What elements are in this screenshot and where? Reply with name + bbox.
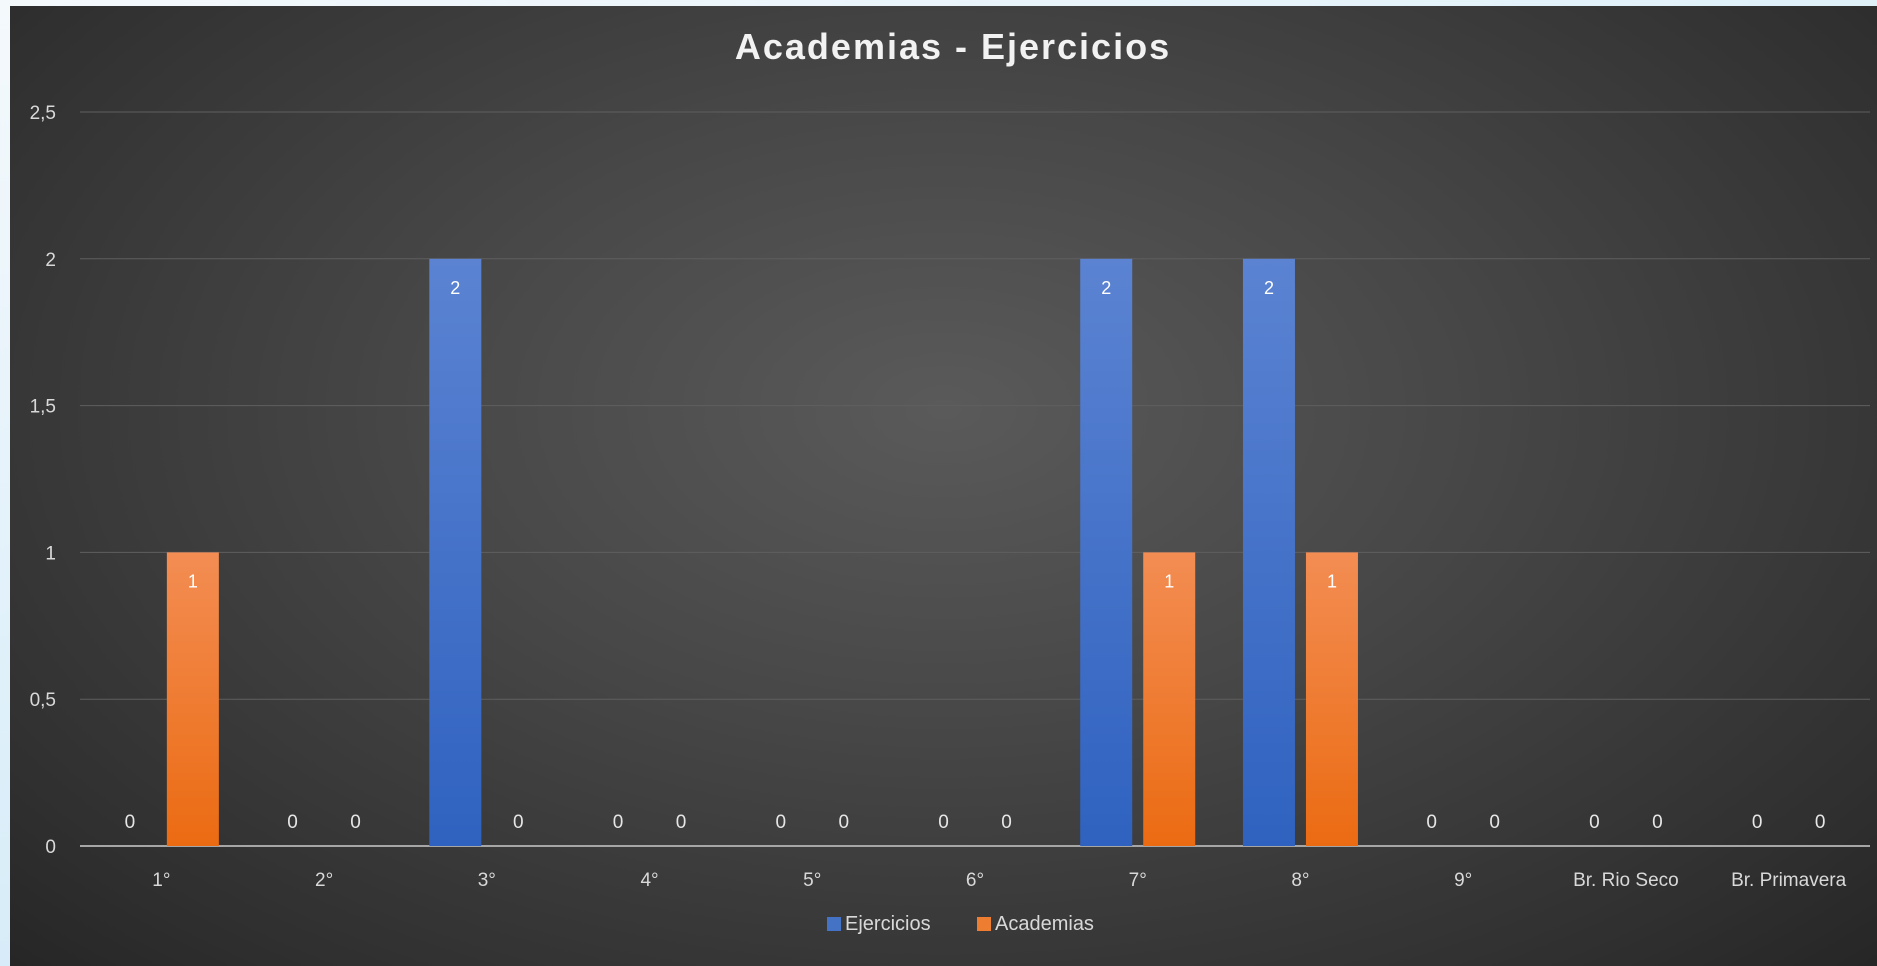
x-tick-label: 3° bbox=[478, 870, 496, 891]
data-label: 0 bbox=[1001, 812, 1012, 833]
data-label: 0 bbox=[125, 812, 136, 833]
legend-item-ejercicios[interactable]: Ejercicios bbox=[827, 913, 931, 935]
bar-ejercicios-2[interactable] bbox=[429, 258, 482, 846]
x-tick-label: 5° bbox=[803, 870, 821, 891]
x-axis: 1° 2° 3° 4° 5° 6° 7° 8° 9° Br. Rio Seco Br. Primav… bbox=[152, 870, 1846, 891]
bar-ejercicios-7[interactable] bbox=[1242, 258, 1295, 846]
legend[interactable]: Ejercicios Academias bbox=[827, 913, 1094, 935]
data-label: 0 bbox=[350, 812, 361, 833]
bar-academias-6[interactable] bbox=[1143, 552, 1196, 846]
data-label: 0 bbox=[1489, 812, 1500, 833]
bar-chart: Academias - Ejercicios 00,511,522,5 010 0… bbox=[30, 26, 1870, 935]
data-label: 0 bbox=[838, 812, 849, 833]
legend-label: Academias bbox=[995, 913, 1094, 935]
data-label: 0 bbox=[676, 812, 687, 833]
data-label: 2 bbox=[1101, 278, 1111, 298]
bars bbox=[166, 258, 1358, 846]
gridlines bbox=[80, 111, 1870, 847]
data-label: 0 bbox=[513, 812, 524, 833]
y-tick-label: 1 bbox=[45, 543, 56, 564]
y-tick-label: 2 bbox=[45, 250, 56, 271]
x-tick-label: 8° bbox=[1291, 870, 1309, 891]
data-label: 0 bbox=[1426, 812, 1437, 833]
x-tick-label: Br. Primavera bbox=[1731, 870, 1847, 891]
data-label: 0 bbox=[1652, 812, 1663, 833]
y-tick-label: 1,5 bbox=[30, 397, 56, 418]
data-label: 1 bbox=[188, 571, 198, 591]
y-tick-label: 0,5 bbox=[30, 690, 56, 711]
x-tick-label: 9° bbox=[1454, 870, 1472, 891]
x-tick-label: 6° bbox=[966, 870, 984, 891]
bar-ejercicios-6[interactable] bbox=[1080, 258, 1133, 846]
data-label: 0 bbox=[775, 812, 786, 833]
bar-academias-0[interactable] bbox=[166, 552, 219, 846]
data-label: 2 bbox=[450, 278, 460, 298]
data-label: 1 bbox=[1327, 571, 1337, 591]
x-tick-label: 4° bbox=[640, 870, 658, 891]
legend-item-academias[interactable]: Academias bbox=[977, 913, 1094, 935]
data-label: 0 bbox=[1589, 812, 1600, 833]
legend-swatch bbox=[977, 917, 991, 931]
bar-academias-7[interactable] bbox=[1305, 552, 1358, 846]
data-label: 0 bbox=[1752, 812, 1763, 833]
data-label: 0 bbox=[1815, 812, 1826, 833]
legend-label: Ejercicios bbox=[845, 913, 931, 935]
x-tick-label: 2° bbox=[315, 870, 333, 891]
x-tick-label: 7° bbox=[1129, 870, 1147, 891]
x-tick-label: Br. Rio Seco bbox=[1573, 870, 1679, 891]
y-axis: 0 0,5 1 1,5 2 2,5 bbox=[30, 103, 56, 858]
data-label: 0 bbox=[938, 812, 949, 833]
y-tick-label: 0 bbox=[45, 837, 56, 858]
chart-title: Academias - Ejercicios bbox=[735, 26, 1171, 67]
data-label: 0 bbox=[613, 812, 624, 833]
legend-swatch bbox=[827, 917, 841, 931]
y-tick-label: 2,5 bbox=[30, 103, 56, 124]
data-label: 2 bbox=[1264, 278, 1274, 298]
data-labels: 0 1 0 0 2 0 0 0 0 0 0 0 2 1 2 1 0 0 0 0 0 0 bbox=[125, 278, 1826, 833]
data-label: 0 bbox=[287, 812, 298, 833]
x-tick-label: 1° bbox=[152, 870, 170, 891]
data-label: 1 bbox=[1164, 571, 1174, 591]
